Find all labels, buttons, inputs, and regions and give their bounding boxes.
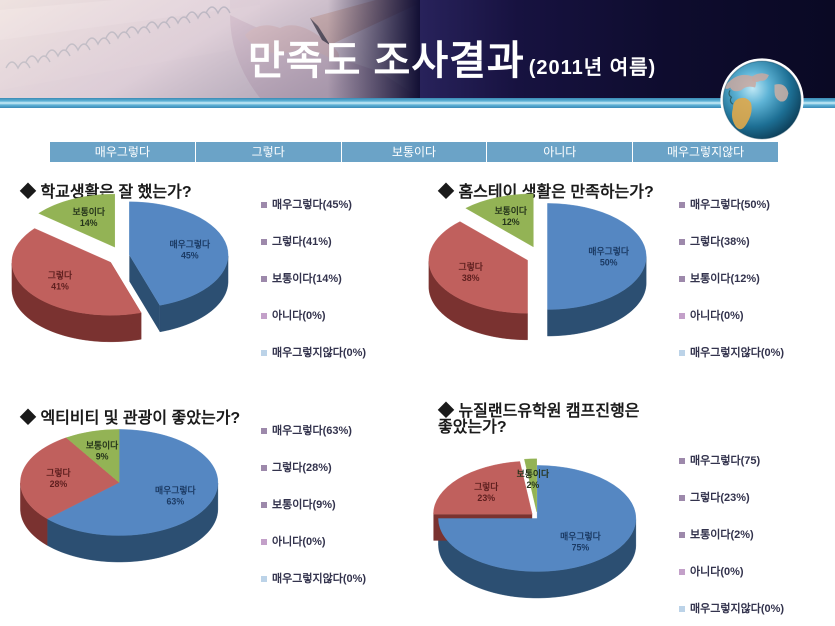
- svg-text:38%: 38%: [462, 273, 480, 283]
- svg-text:보통이다: 보통이다: [517, 468, 550, 479]
- svg-text:그렇다: 그렇다: [46, 467, 71, 478]
- svg-text:50%: 50%: [600, 257, 618, 267]
- svg-text:9%: 9%: [96, 452, 109, 462]
- svg-text:매우그렇다: 매우그렇다: [155, 484, 196, 495]
- svg-text:41%: 41%: [51, 282, 69, 292]
- svg-text:매우그렇다: 매우그렇다: [560, 531, 601, 542]
- svg-text:그렇다: 그렇다: [48, 270, 73, 281]
- svg-text:23%: 23%: [477, 493, 495, 503]
- svg-text:보통이다: 보통이다: [86, 440, 119, 451]
- svg-text:매우그렇다: 매우그렇다: [588, 245, 629, 256]
- svg-text:14%: 14%: [80, 218, 98, 228]
- svg-text:그렇다: 그렇다: [458, 261, 483, 272]
- svg-text:보통이다: 보통이다: [72, 206, 105, 217]
- svg-text:그렇다: 그렇다: [474, 481, 499, 492]
- svg-text:45%: 45%: [181, 251, 199, 261]
- svg-text:12%: 12%: [502, 217, 520, 227]
- svg-text:2%: 2%: [527, 480, 540, 490]
- svg-text:보통이다: 보통이다: [495, 205, 528, 216]
- svg-text:28%: 28%: [50, 479, 68, 489]
- svg-text:63%: 63%: [167, 496, 185, 506]
- svg-text:75%: 75%: [572, 543, 590, 553]
- svg-text:매우그렇다: 매우그렇다: [169, 239, 210, 250]
